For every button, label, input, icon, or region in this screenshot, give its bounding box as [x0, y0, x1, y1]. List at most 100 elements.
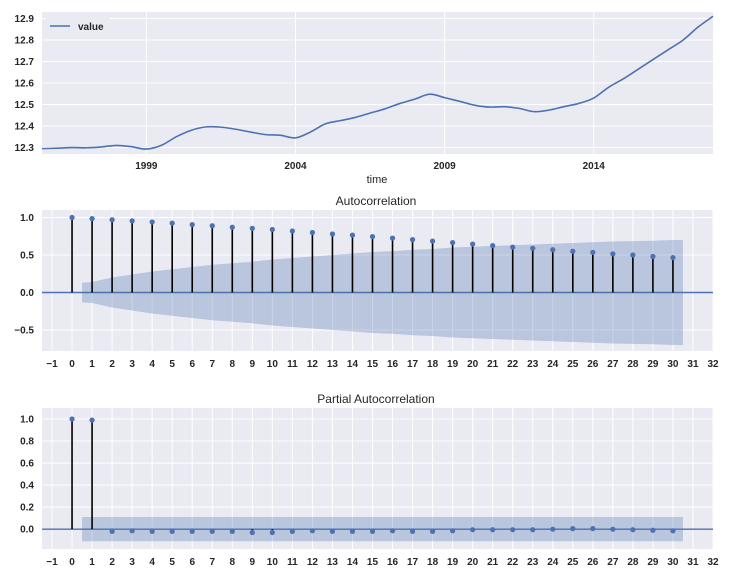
- acf-panel: Autocorrelation −0.50.00.51.0 −1 0 1 2 3 4 5 6 7…: [14, 194, 719, 370]
- pacf-marker-lag-15: [369, 528, 376, 534]
- acf-marker-lag-21: [490, 243, 496, 249]
- pacf-x-tick-label: 12: [307, 557, 319, 568]
- acf-marker-lag-7: [209, 223, 215, 229]
- y-tick-label: 12.4: [15, 122, 35, 133]
- acf-marker-lag-16: [389, 235, 396, 241]
- acf-x-tick-label: 25: [567, 359, 579, 370]
- pacf-x-tick-label: 14: [347, 557, 359, 568]
- pacf-panel: Partial Autocorrelation 0.0 0.2 0.4 0.6 0.8 1…: [20, 392, 719, 568]
- pacf-marker-lag-13: [329, 528, 336, 534]
- acf-y-tick-label: 0.0: [20, 288, 34, 299]
- pacf-marker-lag-7: [209, 528, 215, 534]
- acf-x-tick-label: 9: [250, 359, 256, 370]
- x-tick-label: 2014: [583, 161, 606, 172]
- acf-x-tick-label: 29: [647, 359, 659, 370]
- acf-x-tick-label: 20: [467, 359, 479, 370]
- pacf-marker-lag-26: [590, 526, 596, 532]
- pacf-marker-lag-25: [570, 526, 576, 532]
- acf-x-tick-label: 1: [89, 359, 95, 370]
- pacf-x-tick-label: 9: [250, 557, 256, 568]
- legend: value: [46, 16, 110, 36]
- acf-y-tick-label: −0.5: [14, 326, 34, 337]
- pacf-x-tick-label: 30: [667, 557, 679, 568]
- pacf-marker-lag-9: [249, 529, 255, 536]
- pacf-plot-area: [42, 408, 713, 549]
- acf-marker-lag-28: [630, 252, 636, 258]
- y-tick-label: 12.8: [15, 35, 35, 46]
- pacf-x-tick-label: 26: [587, 557, 599, 568]
- acf-marker-lag-5: [169, 220, 175, 226]
- pacf-x-tick-label: 27: [607, 557, 619, 568]
- y-tick-label: 12.7: [15, 57, 35, 68]
- y-tick-label: 12.6: [15, 79, 35, 90]
- pacf-x-tick-label: 5: [169, 557, 175, 568]
- acf-x-tick-label: 5: [169, 359, 175, 370]
- acf-x-tick-label: 27: [607, 359, 619, 370]
- acf-marker-lag-0: [69, 214, 75, 221]
- pacf-marker-lag-11: [289, 528, 295, 534]
- acf-marker-lag-30: [670, 255, 676, 261]
- value-series-line: [41, 15, 714, 150]
- y-tick-label: 12.5: [15, 100, 35, 111]
- acf-marker-lag-24: [550, 247, 556, 253]
- pacf-marker-lag-22: [510, 527, 516, 533]
- pacf-x-tick-label: 21: [487, 557, 499, 568]
- pacf-marker-lag-21: [490, 527, 496, 533]
- pacf-x-tick-label: 32: [707, 557, 719, 568]
- acf-x-tick-label: 15: [367, 359, 379, 370]
- pacf-y-tick-label: 0.6: [20, 459, 34, 470]
- pacf-y-tick-label: 0.4: [20, 481, 34, 492]
- pacf-marker-lag-1: [89, 417, 95, 423]
- acf-x-tick-label: 7: [209, 359, 215, 370]
- acf-x-tick-label: 14: [347, 359, 359, 370]
- y-tick-label: 12.9: [15, 14, 35, 25]
- pacf-x-tick-label: −1: [46, 557, 58, 568]
- pacf-x-tick-label: 22: [507, 557, 519, 568]
- acf-x-tick-label: 12: [307, 359, 319, 370]
- pacf-marker-lag-27: [610, 526, 616, 532]
- pacf-marker-lag-16: [389, 528, 396, 534]
- acf-x-tick-label: 8: [230, 359, 236, 370]
- pacf-marker-lag-8: [229, 528, 235, 534]
- acf-x-tick-label: 6: [189, 359, 195, 370]
- pacf-marker-lag-29: [650, 527, 656, 533]
- pacf-marker-lag-3: [129, 528, 135, 534]
- pacf-x-tick-label: 7: [209, 557, 215, 568]
- pacf-x-tick-label: 11: [287, 557, 298, 568]
- acf-marker-lag-15: [369, 234, 376, 240]
- pacf-x-tick-label: 6: [189, 557, 195, 568]
- pacf-marker-lag-14: [349, 528, 356, 534]
- acf-marker-lag-1: [89, 216, 95, 222]
- pacf-x-tick-label: 20: [467, 557, 479, 568]
- pacf-x-tick-label: 31: [687, 557, 699, 568]
- pacf-marker-lag-0: [69, 416, 75, 422]
- pacf-x-tick-label: 8: [230, 557, 236, 568]
- pacf-marker-lag-6: [189, 528, 195, 534]
- acf-y-tick-label: 0.5: [20, 251, 34, 262]
- acf-x-tick-label: 18: [427, 359, 439, 370]
- acf-x-tick-label: 11: [287, 359, 298, 370]
- acf-marker-lag-14: [349, 232, 356, 238]
- pacf-x-tick-label: 28: [627, 557, 639, 568]
- acf-x-tick-label: 13: [327, 359, 339, 370]
- pacf-y-tick-label: 0.0: [20, 525, 34, 536]
- acf-x-tick-label: 31: [687, 359, 699, 370]
- pacf-x-tick-label: 25: [567, 557, 579, 568]
- pacf-marker-lag-20: [470, 527, 476, 533]
- acf-x-tick-label: 19: [447, 359, 459, 370]
- acf-x-tick-label: 10: [267, 359, 279, 370]
- pacf-x-tick-label: 15: [367, 557, 379, 568]
- acf-marker-lag-20: [470, 241, 476, 247]
- acf-marker-lag-2: [109, 217, 115, 223]
- acf-x-tick-label: 21: [487, 359, 499, 370]
- acf-marker-lag-26: [590, 249, 596, 255]
- pacf-marker-lag-19: [450, 528, 456, 534]
- pacf-x-tick-label: 4: [149, 557, 155, 568]
- pacf-marker-lag-5: [169, 528, 175, 534]
- pacf-marker-lag-24: [550, 526, 556, 532]
- legend-label-value: value: [78, 22, 104, 33]
- acf-x-tick-label: 30: [667, 359, 679, 370]
- acf-marker-lag-19: [450, 240, 456, 246]
- x-tick-label: 2004: [284, 161, 307, 172]
